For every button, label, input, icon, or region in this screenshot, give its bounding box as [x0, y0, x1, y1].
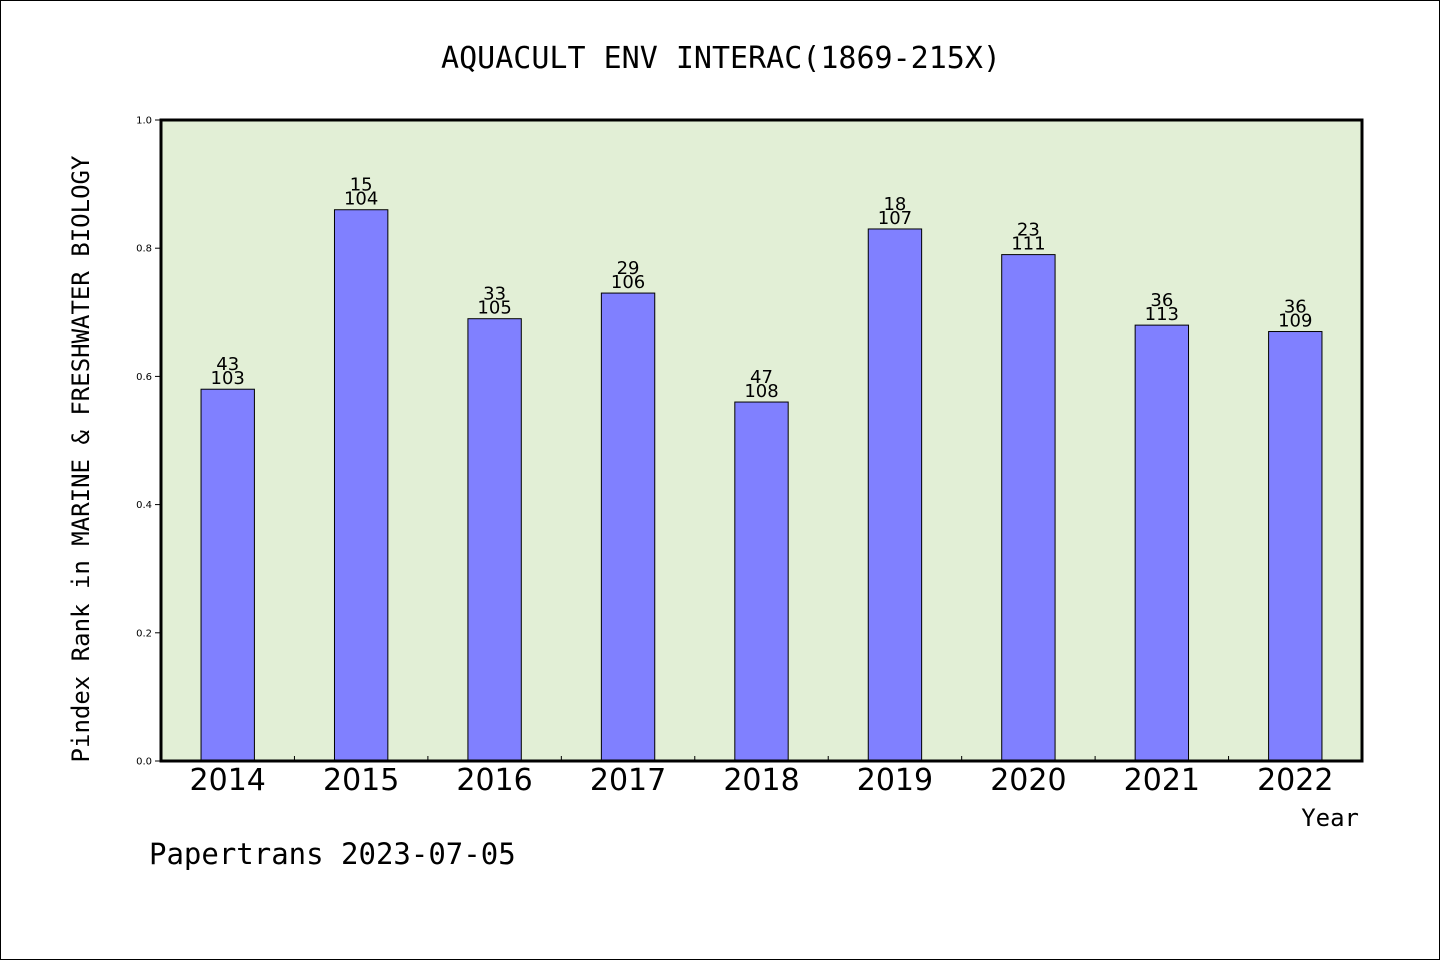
x-axis-title: Year	[1301, 804, 1359, 832]
bar-rank-label: 36	[1150, 290, 1173, 311]
bar-rank-label: 33	[483, 284, 506, 305]
bar-rank-label: 47	[750, 367, 773, 388]
y-tick-label: 0.4	[136, 500, 152, 511]
bars-group: 1034310415105331062910847107181112311336…	[200, 175, 1323, 762]
plot-border	[159, 118, 1364, 763]
y-axis: 0.0 0.2 0.4 0.6 0.8 1.0	[136, 116, 161, 768]
x-tick-label: 2015	[323, 763, 399, 798]
x-tick-label: 2018	[723, 763, 799, 798]
bar	[1001, 254, 1056, 762]
x-tick-label: 2017	[590, 763, 666, 798]
bar-total-label: 104	[344, 189, 378, 210]
bar-rank-label: 29	[617, 258, 640, 279]
x-axis: 2014 2015 2016 2017 2018 2019 2020 2021 2022	[190, 756, 1333, 798]
x-tick-label: 2022	[1257, 763, 1333, 798]
bar-rank-label: 43	[216, 354, 239, 375]
y-tick-label: 0.2	[136, 628, 152, 639]
x-tick-label: 2020	[990, 763, 1066, 798]
x-tick-label: 2016	[456, 763, 532, 798]
bar-rank-label: 36	[1284, 297, 1307, 318]
bar-rank-label: 15	[350, 175, 373, 196]
bar-rank-label: 23	[1017, 220, 1040, 241]
bar	[333, 209, 389, 762]
footer-note: Papertrans 2023-07-05	[149, 837, 516, 871]
bar	[600, 292, 656, 762]
x-tick-label: 2021	[1124, 763, 1200, 798]
bar-rank-label: 18	[883, 194, 906, 215]
bar-total-label: 106	[611, 272, 645, 293]
chart-title: AQUACULT ENV INTERAC(1869-215X)	[441, 41, 1001, 76]
y-tick-label: 0.6	[136, 372, 152, 383]
y-axis-title: Pindex Rank in MARINE & FRESHWATER BIOLO…	[67, 155, 95, 762]
bar-total-label: 103	[211, 368, 245, 389]
bar-total-label: 105	[477, 298, 511, 319]
y-tick-label: 0.0	[136, 757, 152, 768]
bar-total-label: 109	[1278, 311, 1312, 332]
bar	[467, 318, 522, 762]
bar	[867, 228, 923, 762]
bar-total-label: 111	[1011, 234, 1045, 255]
bar-total-label: 107	[878, 208, 912, 229]
y-tick-label: 1.0	[136, 116, 152, 127]
bar	[1134, 324, 1190, 762]
bar	[1268, 331, 1323, 762]
bar-total-label: 113	[1145, 304, 1179, 325]
x-tick-label: 2019	[857, 763, 933, 798]
bar	[200, 388, 255, 762]
bar-total-label: 108	[744, 381, 778, 402]
bar	[734, 401, 789, 762]
y-tick-label: 0.8	[136, 244, 152, 255]
x-tick-label: 2014	[190, 763, 266, 798]
